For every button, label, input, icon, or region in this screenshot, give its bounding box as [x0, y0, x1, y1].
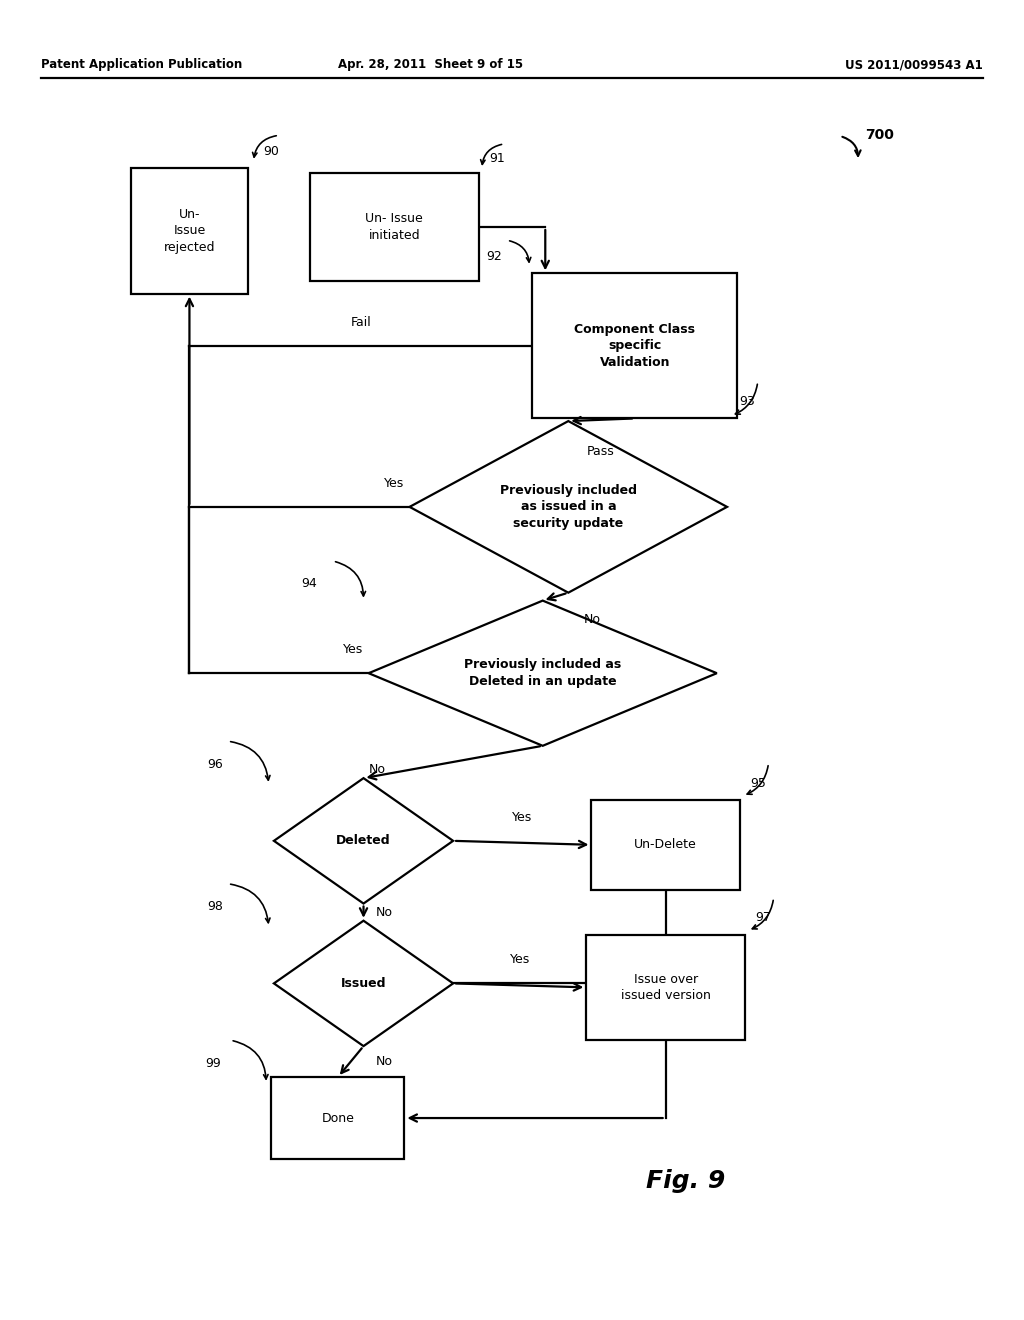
Text: 97: 97	[756, 911, 771, 924]
Text: Un-
Issue
rejected: Un- Issue rejected	[164, 209, 215, 253]
Text: 95: 95	[750, 776, 766, 789]
Text: Issued: Issued	[341, 977, 386, 990]
Text: 94: 94	[302, 577, 317, 590]
Text: Apr. 28, 2011  Sheet 9 of 15: Apr. 28, 2011 Sheet 9 of 15	[338, 58, 522, 71]
Polygon shape	[273, 777, 453, 903]
Text: No: No	[584, 612, 601, 626]
Text: Patent Application Publication: Patent Application Publication	[41, 58, 243, 71]
Text: Yes: Yes	[343, 643, 364, 656]
Text: No: No	[376, 1055, 393, 1068]
Polygon shape	[273, 921, 453, 1045]
Text: Issue over
issued version: Issue over issued version	[621, 973, 711, 1002]
FancyBboxPatch shape	[131, 169, 248, 294]
Text: Component Class
specific
Validation: Component Class specific Validation	[574, 323, 695, 368]
Text: 90: 90	[264, 145, 280, 158]
Text: 93: 93	[739, 395, 755, 408]
Text: 96: 96	[207, 758, 223, 771]
Text: 92: 92	[486, 249, 502, 263]
FancyBboxPatch shape	[532, 273, 737, 418]
Text: Previously included
as issued in a
security update: Previously included as issued in a secur…	[500, 484, 637, 529]
Text: No: No	[376, 906, 393, 919]
Text: Previously included as
Deleted in an update: Previously included as Deleted in an upd…	[464, 659, 622, 688]
FancyBboxPatch shape	[592, 800, 739, 890]
Text: Yes: Yes	[384, 477, 404, 490]
FancyBboxPatch shape	[271, 1077, 404, 1159]
Text: Yes: Yes	[510, 953, 529, 966]
Text: Fig. 9: Fig. 9	[646, 1170, 726, 1193]
Text: Yes: Yes	[512, 810, 532, 824]
Text: US 2011/0099543 A1: US 2011/0099543 A1	[845, 58, 983, 71]
Text: Deleted: Deleted	[336, 834, 391, 847]
Text: Pass: Pass	[587, 445, 614, 458]
Text: Un- Issue
initiated: Un- Issue initiated	[366, 213, 423, 242]
Text: 700: 700	[865, 128, 894, 141]
Text: No: No	[369, 763, 386, 776]
Polygon shape	[410, 421, 727, 593]
Text: 98: 98	[207, 900, 223, 913]
Text: Fail: Fail	[350, 315, 372, 329]
Polygon shape	[369, 601, 717, 746]
FancyBboxPatch shape	[309, 173, 479, 281]
FancyBboxPatch shape	[586, 935, 745, 1040]
Text: 99: 99	[205, 1056, 220, 1069]
Text: 91: 91	[489, 152, 505, 165]
Text: Un-Delete: Un-Delete	[634, 838, 697, 851]
Text: Done: Done	[322, 1111, 354, 1125]
